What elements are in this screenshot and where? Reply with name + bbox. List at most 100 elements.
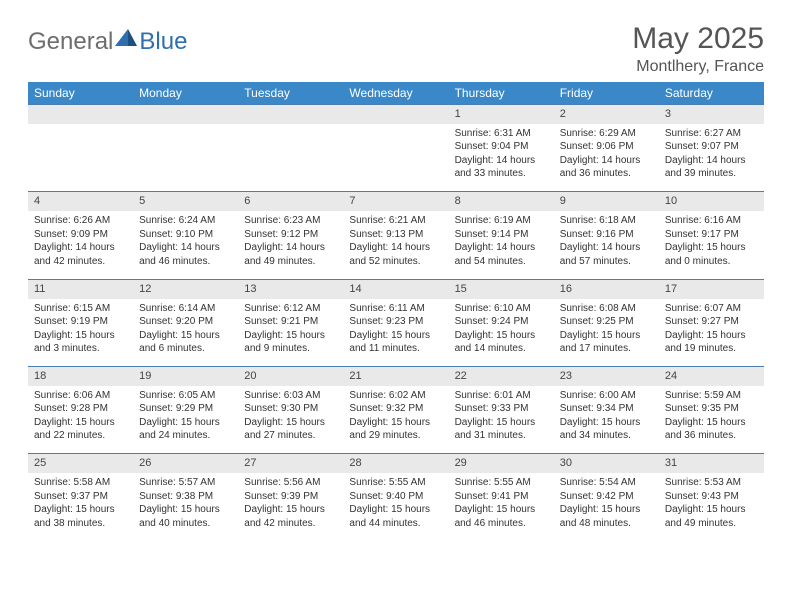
weekday-header: Sunday [28,82,133,105]
sunrise-text: Sunrise: 6:02 AM [349,389,442,403]
daylight-text-2: and 46 minutes. [455,517,548,531]
sunrise-text: Sunrise: 6:23 AM [244,214,337,228]
day-detail-cell: Sunrise: 5:53 AMSunset: 9:43 PMDaylight:… [659,473,764,541]
sunset-text: Sunset: 9:25 PM [560,315,653,329]
sunset-text: Sunset: 9:33 PM [455,402,548,416]
title-block: May 2025 Montlhery, France [632,22,764,76]
day-number-cell: 9 [554,192,659,211]
day-detail-cell: Sunrise: 6:01 AMSunset: 9:33 PMDaylight:… [449,386,554,454]
daylight-text-1: Daylight: 14 hours [244,241,337,255]
daylight-text-1: Daylight: 15 hours [455,503,548,517]
weekday-header: Thursday [449,82,554,105]
daylight-text-2: and 52 minutes. [349,255,442,269]
sunset-text: Sunset: 9:21 PM [244,315,337,329]
daylight-text-1: Daylight: 15 hours [349,503,442,517]
daylight-text-2: and 24 minutes. [139,429,232,443]
daylight-text-1: Daylight: 15 hours [455,416,548,430]
day-number-cell: 24 [659,367,764,386]
day-detail-cell: Sunrise: 6:12 AMSunset: 9:21 PMDaylight:… [238,299,343,367]
day-detail-cell: Sunrise: 6:08 AMSunset: 9:25 PMDaylight:… [554,299,659,367]
daylight-text-2: and 36 minutes. [665,429,758,443]
day-detail-cell: Sunrise: 6:19 AMSunset: 9:14 PMDaylight:… [449,211,554,279]
daylight-text-2: and 6 minutes. [139,342,232,356]
day-number-cell: 2 [554,105,659,124]
daylight-text-2: and 38 minutes. [34,517,127,531]
day-detail-cell: Sunrise: 6:06 AMSunset: 9:28 PMDaylight:… [28,386,133,454]
day-number-cell: 21 [343,367,448,386]
sunset-text: Sunset: 9:24 PM [455,315,548,329]
sunrise-text: Sunrise: 5:59 AM [665,389,758,403]
logo-triangle-icon [115,29,137,47]
weekday-header: Saturday [659,82,764,105]
daylight-text-2: and 14 minutes. [455,342,548,356]
daylight-text-2: and 42 minutes. [244,517,337,531]
weekday-header: Tuesday [238,82,343,105]
daylight-text-1: Daylight: 15 hours [139,416,232,430]
sunrise-text: Sunrise: 6:15 AM [34,302,127,316]
daylight-text-2: and 49 minutes. [244,255,337,269]
day-detail-cell: Sunrise: 5:58 AMSunset: 9:37 PMDaylight:… [28,473,133,541]
day-number-cell: 30 [554,454,659,473]
sunrise-text: Sunrise: 6:01 AM [455,389,548,403]
daylight-text-1: Daylight: 14 hours [349,241,442,255]
daylight-text-2: and 31 minutes. [455,429,548,443]
day-detail-cell [133,124,238,192]
sunrise-text: Sunrise: 6:05 AM [139,389,232,403]
sunset-text: Sunset: 9:04 PM [455,140,548,154]
sunset-text: Sunset: 9:06 PM [560,140,653,154]
day-detail-cell: Sunrise: 5:57 AMSunset: 9:38 PMDaylight:… [133,473,238,541]
sunrise-text: Sunrise: 6:26 AM [34,214,127,228]
daylight-text-1: Daylight: 15 hours [34,329,127,343]
weekday-header: Monday [133,82,238,105]
day-number-cell: 18 [28,367,133,386]
day-number-cell [28,105,133,124]
sunset-text: Sunset: 9:32 PM [349,402,442,416]
day-detail-cell: Sunrise: 5:55 AMSunset: 9:40 PMDaylight:… [343,473,448,541]
calendar-week-daynum-row: 11121314151617 [28,279,764,298]
sunset-text: Sunset: 9:37 PM [34,490,127,504]
sunrise-text: Sunrise: 6:11 AM [349,302,442,316]
page-header: General Blue May 2025 Montlhery, France [28,22,764,76]
sunset-text: Sunset: 9:20 PM [139,315,232,329]
daylight-text-2: and 42 minutes. [34,255,127,269]
sunset-text: Sunset: 9:39 PM [244,490,337,504]
daylight-text-2: and 48 minutes. [560,517,653,531]
sunset-text: Sunset: 9:30 PM [244,402,337,416]
day-detail-cell: Sunrise: 5:54 AMSunset: 9:42 PMDaylight:… [554,473,659,541]
daylight-text-2: and 11 minutes. [349,342,442,356]
day-number-cell: 16 [554,279,659,298]
logo-text-general: General [28,28,113,56]
day-number-cell [238,105,343,124]
sunrise-text: Sunrise: 5:55 AM [455,476,548,490]
day-detail-cell: Sunrise: 6:11 AMSunset: 9:23 PMDaylight:… [343,299,448,367]
sunrise-text: Sunrise: 6:03 AM [244,389,337,403]
sunrise-text: Sunrise: 6:27 AM [665,127,758,141]
day-number-cell [343,105,448,124]
daylight-text-2: and 27 minutes. [244,429,337,443]
daylight-text-2: and 33 minutes. [455,167,548,181]
daylight-text-2: and 54 minutes. [455,255,548,269]
sunrise-text: Sunrise: 6:06 AM [34,389,127,403]
daylight-text-1: Daylight: 14 hours [665,154,758,168]
sunrise-text: Sunrise: 5:55 AM [349,476,442,490]
calendar-week-detail-row: Sunrise: 5:58 AMSunset: 9:37 PMDaylight:… [28,473,764,541]
sunset-text: Sunset: 9:16 PM [560,228,653,242]
daylight-text-1: Daylight: 14 hours [455,154,548,168]
logo-text-blue: Blue [139,28,187,56]
daylight-text-1: Daylight: 14 hours [455,241,548,255]
daylight-text-2: and 34 minutes. [560,429,653,443]
daylight-text-1: Daylight: 15 hours [665,503,758,517]
daylight-text-1: Daylight: 15 hours [665,241,758,255]
sunrise-text: Sunrise: 6:10 AM [455,302,548,316]
daylight-text-1: Daylight: 15 hours [665,416,758,430]
sunset-text: Sunset: 9:07 PM [665,140,758,154]
sunset-text: Sunset: 9:14 PM [455,228,548,242]
sunrise-text: Sunrise: 6:29 AM [560,127,653,141]
daylight-text-2: and 22 minutes. [34,429,127,443]
weekday-header: Wednesday [343,82,448,105]
day-detail-cell: Sunrise: 6:23 AMSunset: 9:12 PMDaylight:… [238,211,343,279]
sunset-text: Sunset: 9:12 PM [244,228,337,242]
sunset-text: Sunset: 9:35 PM [665,402,758,416]
day-number-cell: 1 [449,105,554,124]
day-detail-cell: Sunrise: 6:07 AMSunset: 9:27 PMDaylight:… [659,299,764,367]
